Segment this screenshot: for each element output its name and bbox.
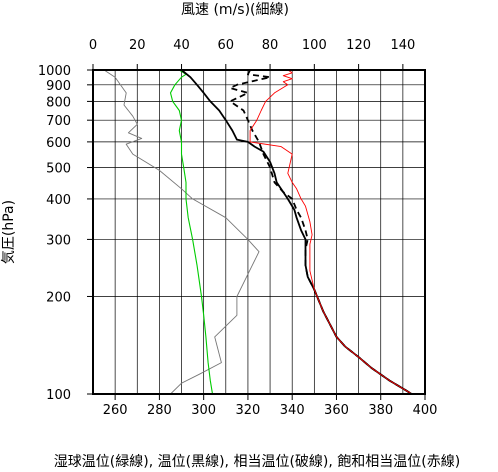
- ticks: 260 280 300 320 340 360 380 400 0 20 40 60 80 100 120 1…: [38, 38, 438, 418]
- y-tick-label: 300: [46, 233, 71, 248]
- top-tick-label: 80: [262, 38, 279, 53]
- top-tick-label: 100: [302, 38, 327, 53]
- plot-frame: [92, 69, 426, 395]
- bottom-tick-label: 300: [191, 403, 216, 418]
- series-line-飽和相当温位: [249, 69, 412, 395]
- y-axis-title: 気圧(hPa): [1, 200, 17, 264]
- y-tick-label: 1000: [38, 64, 71, 79]
- y-tick-label: 700: [46, 114, 71, 129]
- grid: [93, 69, 425, 395]
- bottom-tick-label: 360: [324, 403, 349, 418]
- y-tick-label: 100: [46, 388, 71, 403]
- bottom-tick-label: 320: [236, 403, 261, 418]
- bottom-tick-label: 280: [147, 403, 172, 418]
- series-line-湿球温位: [169, 69, 214, 395]
- top-axis-title: 風速 (m/s)(細線): [181, 2, 289, 18]
- bottom-tick-label: 340: [280, 403, 305, 418]
- top-tick-label: 0: [89, 38, 97, 53]
- top-tick-label: 40: [173, 38, 190, 53]
- bottom-tick-label: 400: [413, 403, 438, 418]
- y-tick-label: 600: [46, 136, 71, 151]
- bottom-tick-label: 380: [368, 403, 393, 418]
- bottom-tick-label: 260: [103, 403, 128, 418]
- top-tick-label: 120: [346, 38, 371, 53]
- top-tick-label: 60: [218, 38, 235, 53]
- series-line-温位: [180, 69, 413, 395]
- y-tick-label: 400: [46, 193, 71, 208]
- y-tick-label: 800: [46, 95, 71, 110]
- y-tick-label: 500: [46, 162, 71, 177]
- y-tick-label: 200: [46, 290, 71, 305]
- top-tick-label: 20: [129, 38, 146, 53]
- bottom-axis-title: 湿球温位(緑線), 温位(黒線), 相当温位(破線), 飽和相当温位(赤線): [54, 453, 460, 470]
- top-tick-label: 140: [390, 38, 415, 53]
- series-line-風速: [103, 69, 260, 395]
- y-tick-label: 900: [46, 79, 71, 94]
- series-group: [103, 69, 413, 395]
